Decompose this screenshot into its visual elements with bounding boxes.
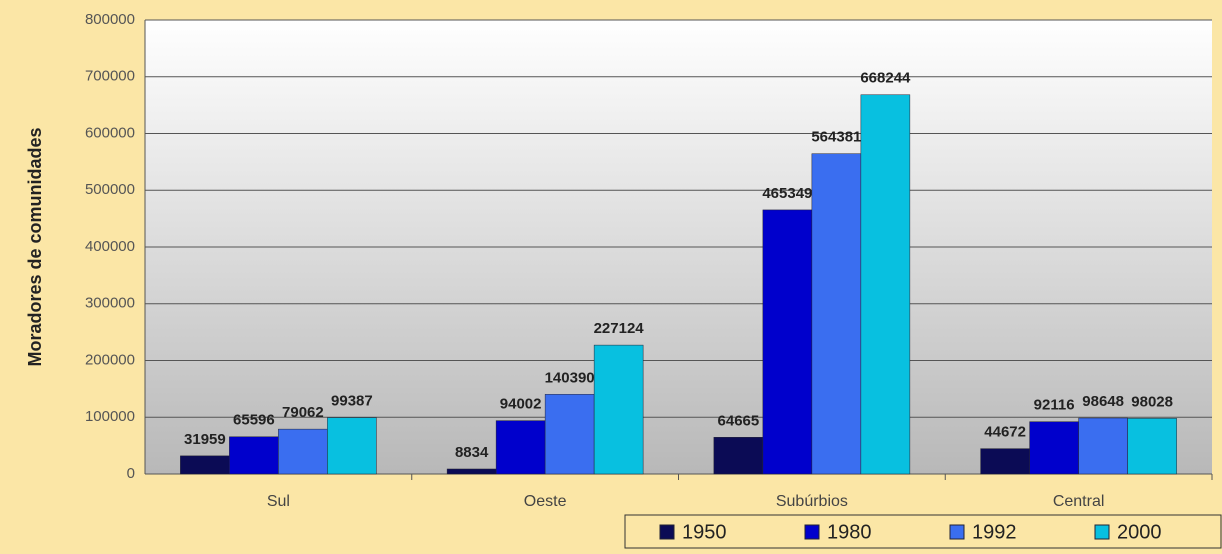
bar bbox=[762, 209, 813, 475]
bar bbox=[544, 394, 595, 475]
legend-swatch bbox=[659, 524, 675, 540]
legend-label: 1950 bbox=[682, 521, 727, 543]
y-tick-label: 200000 bbox=[85, 351, 135, 368]
x-tick-label: Subúrbios bbox=[776, 493, 848, 510]
value-label: 98028 bbox=[1131, 393, 1173, 410]
y-tick-label: 400000 bbox=[85, 238, 135, 255]
y-tick-label: 0 bbox=[127, 465, 135, 482]
bar bbox=[327, 417, 377, 475]
value-label: 98648 bbox=[1082, 393, 1124, 410]
y-tick-label: 700000 bbox=[85, 68, 135, 85]
bar bbox=[446, 468, 497, 475]
bar bbox=[593, 344, 644, 475]
value-label: 79062 bbox=[282, 404, 324, 421]
bar bbox=[278, 428, 328, 475]
value-label: 465349 bbox=[762, 185, 812, 202]
value-label: 65596 bbox=[233, 412, 275, 429]
bar bbox=[713, 437, 764, 475]
y-tick-label: 600000 bbox=[85, 124, 135, 141]
value-label: 140390 bbox=[545, 369, 595, 386]
value-label: 31959 bbox=[184, 431, 226, 448]
value-label: 92116 bbox=[1034, 397, 1075, 414]
bar bbox=[1078, 417, 1128, 475]
value-label: 99387 bbox=[331, 393, 373, 410]
bar bbox=[180, 455, 230, 475]
x-tick-label: Central bbox=[1053, 493, 1105, 510]
value-label: 668244 bbox=[860, 70, 911, 87]
legend-swatch bbox=[804, 524, 820, 540]
bar bbox=[1127, 418, 1177, 475]
value-label: 564381 bbox=[811, 129, 861, 146]
x-tick-label: Sul bbox=[267, 493, 290, 510]
value-label: 227124 bbox=[594, 320, 645, 337]
legend-label: 1980 bbox=[827, 521, 872, 543]
bar bbox=[811, 153, 862, 475]
value-label: 8834 bbox=[455, 444, 489, 461]
bar bbox=[980, 448, 1030, 475]
value-label: 94002 bbox=[500, 396, 542, 413]
bar bbox=[1029, 421, 1079, 475]
value-label: 44672 bbox=[984, 424, 1026, 441]
legend-swatch bbox=[1094, 524, 1110, 540]
value-label: 64665 bbox=[718, 412, 760, 429]
legend bbox=[624, 514, 1222, 549]
y-tick-label: 100000 bbox=[85, 408, 135, 425]
y-tick-label: 300000 bbox=[85, 295, 135, 312]
y-tick-label: 500000 bbox=[85, 181, 135, 198]
legend-label: 1992 bbox=[972, 521, 1017, 543]
legend-label: 2000 bbox=[1117, 521, 1162, 543]
x-tick-label: Oeste bbox=[524, 493, 567, 510]
bar bbox=[229, 436, 279, 475]
y-axis-label: Moradores de comunidades bbox=[25, 127, 45, 366]
bar bbox=[860, 94, 911, 475]
y-tick-label: 800000 bbox=[85, 11, 135, 28]
bar bbox=[495, 420, 546, 475]
legend-swatch bbox=[949, 524, 965, 540]
